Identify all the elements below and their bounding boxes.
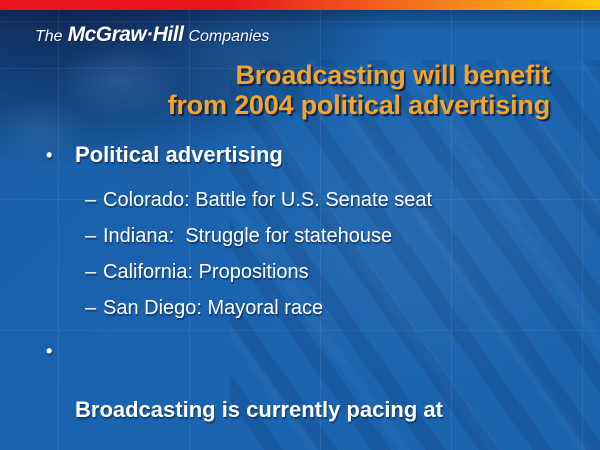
sub-bullet-indiana: – Indiana: Struggle for statehouse <box>85 224 584 248</box>
slide-background: The McGraw·Hill Companies Broadcasting wil… <box>0 10 600 450</box>
sub-bullet-california: – California: Propositions <box>85 260 584 284</box>
slide-title: Broadcasting will benefit from 2004 poli… <box>80 60 551 120</box>
slide-title-line2: from 2004 political advertising <box>167 90 551 120</box>
circuit-board-pattern <box>230 60 600 450</box>
dash-icon: – <box>85 261 97 283</box>
header-gradient-bar <box>0 0 600 10</box>
slide-body: • Political advertising – Colorado: Batt… <box>46 141 584 450</box>
sub-bullet-label: California: Propositions <box>103 261 309 283</box>
bullet-label: Broadcasting is currently pacing at 6.8%… <box>75 337 443 450</box>
logo-prefix: The <box>35 28 63 45</box>
logo-suffix: Companies <box>188 28 270 45</box>
sub-bullet-label: San Diego: Mayoral race <box>103 297 324 319</box>
sub-bullet-label: Indiana: Struggle for statehouse <box>103 225 393 247</box>
bullet-label: Political advertising <box>75 142 283 167</box>
sub-bullet-list: – Colorado: Battle for U.S. Senate seat … <box>85 188 584 320</box>
logo-brand: McGraw·Hill <box>67 23 184 46</box>
sub-bullet-san-diego: – San Diego: Mayoral race <box>85 296 584 320</box>
slide-title-line1: Broadcasting will benefit <box>235 60 550 90</box>
mcgraw-hill-logo: The McGraw·Hill Companies <box>35 23 269 47</box>
bullet-dot-icon: • <box>46 341 53 361</box>
bullet-dot-icon: • <box>46 145 53 165</box>
sub-bullet-label: Colorado: Battle for U.S. Senate seat <box>103 189 433 211</box>
bullet-political-advertising: • Political advertising <box>46 141 584 169</box>
grid-lines-pattern <box>0 10 600 450</box>
sub-bullet-colorado: – Colorado: Battle for U.S. Senate seat <box>85 188 584 212</box>
world-map-pattern <box>0 10 430 230</box>
bullet-broadcasting-pacing: • Broadcasting is currently pacing at 6.… <box>46 337 584 450</box>
dash-icon: – <box>85 189 97 211</box>
dash-icon: – <box>85 225 97 247</box>
dash-icon: – <box>85 297 97 319</box>
bullet-label-line1: Broadcasting is currently pacing at <box>75 397 443 422</box>
